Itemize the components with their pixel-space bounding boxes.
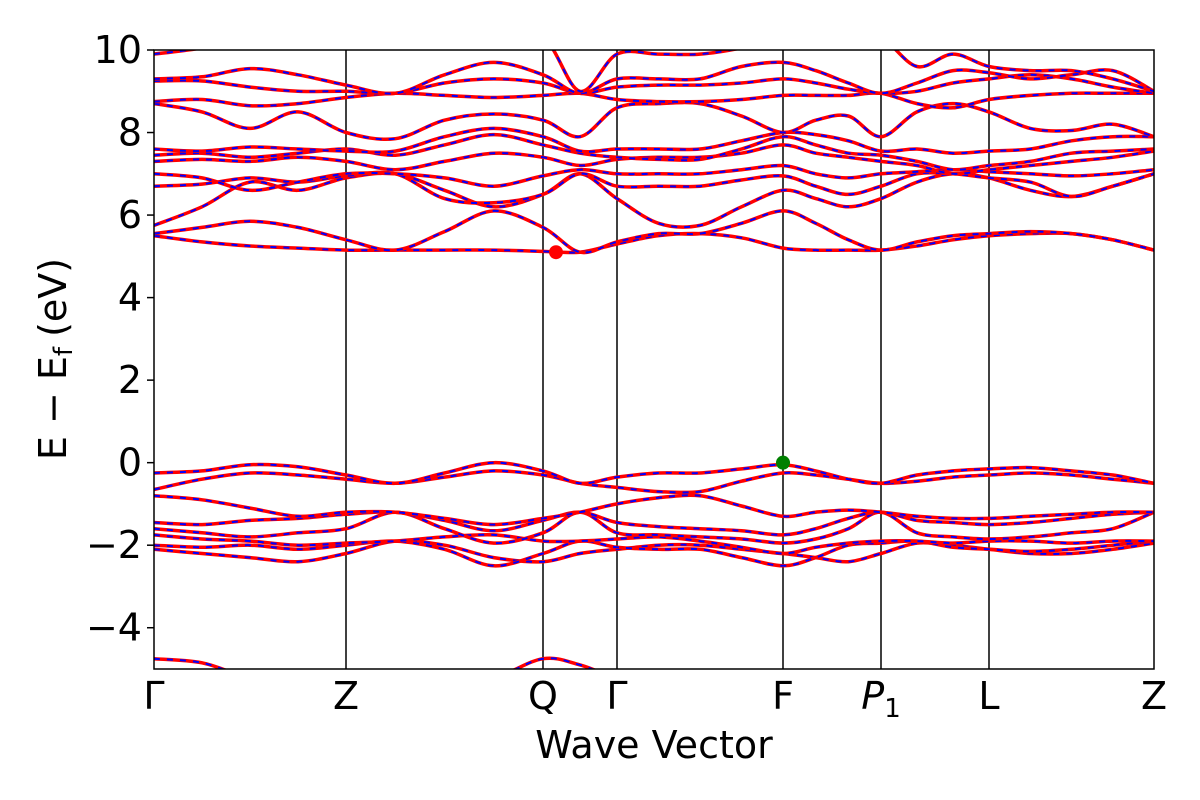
bands <box>154 50 1154 669</box>
y-axis-label-main: E − E <box>31 356 75 460</box>
plot-background <box>154 50 1154 669</box>
x-tick-label: Z <box>1141 674 1167 718</box>
band-line-dashed <box>154 101 1154 141</box>
y-tick-label: 0 <box>118 441 142 485</box>
x-axis-ticks: Γ Z Q Γ F P1 L Z <box>143 674 1167 724</box>
band-line-dashed <box>154 469 1154 494</box>
y-tick-label: −4 <box>86 606 142 650</box>
y-tick-label: −2 <box>86 523 142 567</box>
band-line-dashed <box>154 73 1154 95</box>
x-tick-label: P1 <box>861 674 900 724</box>
x-axis-label: Wave Vector <box>535 723 773 767</box>
y-tick-label: 2 <box>118 358 142 402</box>
y-axis-label: E − Ef (eV) <box>31 258 79 460</box>
y-tick-label: 4 <box>118 276 142 320</box>
band-line <box>154 510 1154 545</box>
plot-frame <box>153 49 1155 670</box>
band-line-dashed <box>154 533 1154 555</box>
band-line-dashed <box>154 50 1154 93</box>
x-tick-label: Γ <box>143 674 164 718</box>
vbm-marker <box>776 455 790 470</box>
kpoint-lines <box>345 50 990 669</box>
band-line-dashed <box>154 461 1154 485</box>
cbm-marker <box>549 245 563 260</box>
x-tick-label: Γ <box>606 674 627 718</box>
band-line-dashed <box>154 209 1154 254</box>
y-axis-label-group: E − Ef (eV) <box>31 258 79 460</box>
band-line-dashed <box>154 539 1154 567</box>
y-tick-label: 6 <box>118 193 142 237</box>
band-line-dashed <box>154 127 1154 155</box>
y-tick-label: 10 <box>94 28 142 72</box>
y-axis-label-sub: f <box>49 346 79 356</box>
y-axis-label-unit: (eV) <box>31 258 75 337</box>
band-line-dashed <box>154 510 1154 536</box>
band-line-dashed <box>154 61 1154 95</box>
x-tick-label: L <box>978 674 999 718</box>
x-tick-label: Q <box>528 674 558 718</box>
x-tick-label: F <box>772 674 794 718</box>
band-line-dashed <box>154 164 1154 192</box>
band-line-dashed <box>154 143 1154 175</box>
band-line-dashed <box>154 171 1154 205</box>
band-line-dashed <box>154 172 1154 229</box>
y-tick-label: 8 <box>118 111 142 155</box>
band-line-dashed <box>154 92 1154 109</box>
band-edge-markers <box>549 245 790 470</box>
x-tick-label: Z <box>333 674 359 718</box>
y-axis-ticks: −4 −2 0 2 4 6 8 10 <box>86 28 154 650</box>
band-line-dashed <box>154 133 1154 171</box>
band-line-dashed <box>154 494 1154 526</box>
